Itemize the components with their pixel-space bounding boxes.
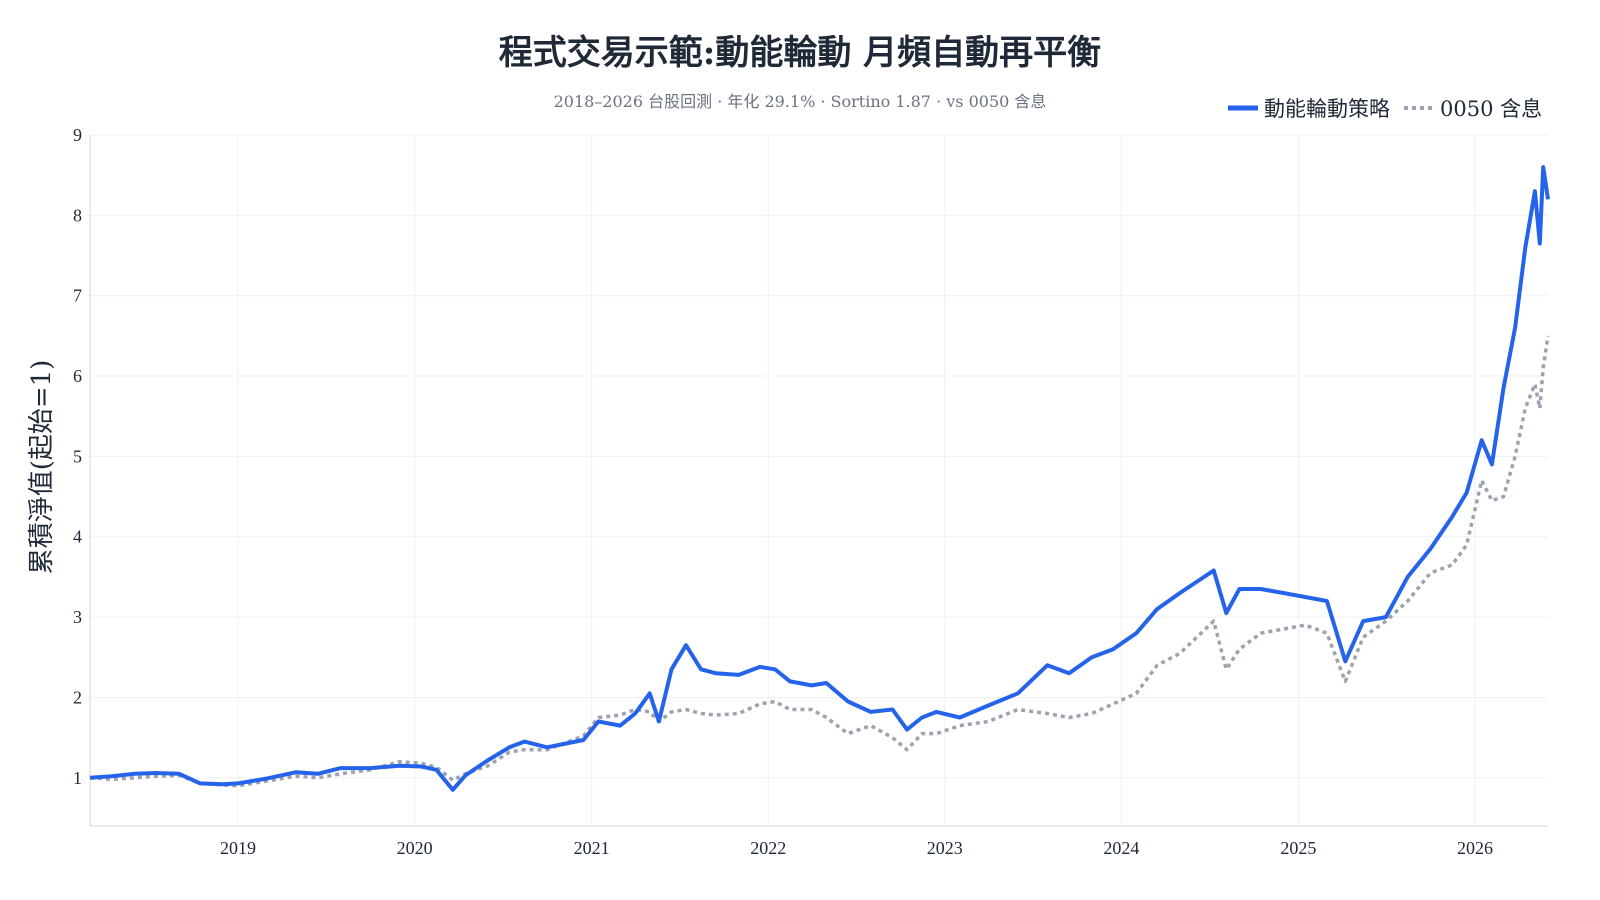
y-axis-title: 累積淨值(起始=1) <box>27 360 57 575</box>
y-tick-label: 3 <box>73 607 82 627</box>
series-line-1 <box>89 335 1550 788</box>
x-tick-label: 2024 <box>1103 838 1139 858</box>
legend-label-0: 動能輪動策略 <box>1264 97 1390 121</box>
series-line-0 <box>89 165 1550 792</box>
y-axis-ticks: 1 2 3 4 5 6 7 8 9 <box>73 125 82 788</box>
chart-subtitle: 2018–2026 台股回測 · 年化 29.1% · Sortino 1.87… <box>554 92 1047 111</box>
grid <box>89 134 1548 827</box>
x-tick-label: 2023 <box>927 838 963 858</box>
y-tick-label: 2 <box>73 687 82 707</box>
chart-title: 程式交易示範:動能輪動 月頻自動再平衡 <box>499 33 1101 73</box>
y-tick-label: 9 <box>73 125 82 145</box>
x-axis-ticks: 2019 2020 2021 2022 2023 2024 2025 2026 <box>220 838 1493 858</box>
legend: 動能輪動策略 0050 含息 <box>1228 97 1542 121</box>
x-tick-label: 2020 <box>397 838 433 858</box>
x-tick-label: 2019 <box>220 838 256 858</box>
x-tick-label: 2025 <box>1280 838 1316 858</box>
y-tick-label: 8 <box>73 205 82 225</box>
x-tick-label: 2026 <box>1457 838 1493 858</box>
y-tick-label: 5 <box>73 446 82 466</box>
y-tick-label: 7 <box>73 286 82 306</box>
y-tick-label: 6 <box>73 366 82 386</box>
x-tick-label: 2022 <box>750 838 786 858</box>
y-tick-label: 1 <box>73 768 82 788</box>
y-tick-label: 4 <box>73 527 82 547</box>
series-layer <box>89 165 1550 792</box>
legend-label-1: 0050 含息 <box>1440 97 1542 121</box>
x-tick-label: 2021 <box>574 838 610 858</box>
